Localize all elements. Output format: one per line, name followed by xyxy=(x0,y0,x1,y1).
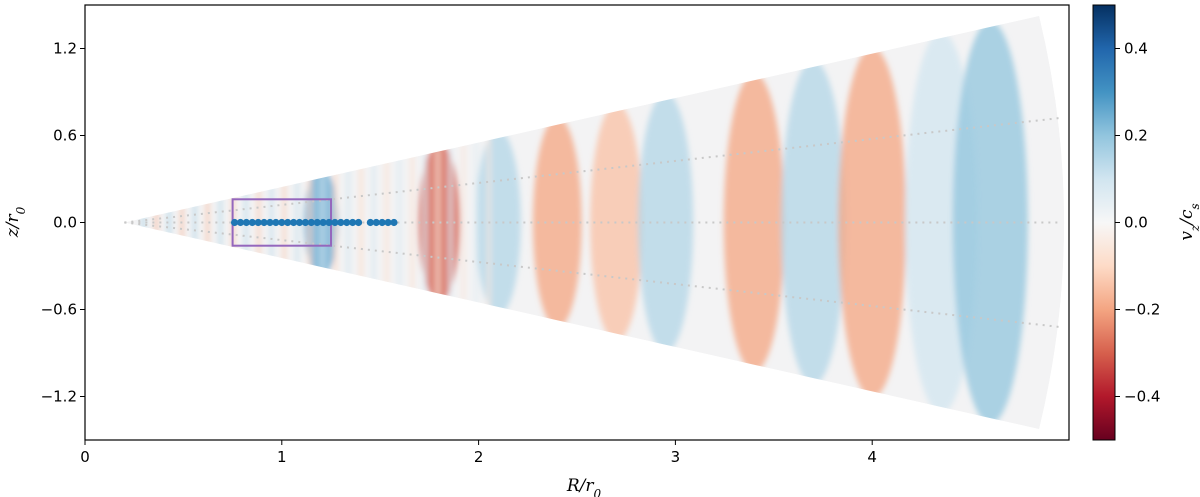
colorbar-label: vz/cs xyxy=(1177,203,1200,240)
x-tick-label: 2 xyxy=(474,448,484,466)
dotted-line-lower xyxy=(124,221,1060,328)
velocity-band xyxy=(637,92,694,353)
x-tick-label: 4 xyxy=(867,448,877,466)
sample-point xyxy=(349,218,357,227)
sample-point xyxy=(254,218,262,227)
sample-point xyxy=(366,218,374,227)
sample-point xyxy=(242,218,250,227)
y-axis-label: z/r0 xyxy=(3,206,28,238)
x-tick-label: 0 xyxy=(80,448,90,466)
colorbar-gradient xyxy=(1092,4,1116,441)
sample-point xyxy=(278,218,286,227)
velocity-striation xyxy=(397,157,401,288)
sample-point xyxy=(325,218,333,227)
sample-point xyxy=(331,218,339,227)
sample-point xyxy=(307,218,315,227)
velocity-band xyxy=(952,21,1028,424)
colorbar: 0.4 0.2 0.0 −0.2 −0.4 vz/cs xyxy=(1092,4,1200,441)
x-axis-label: R/r0 xyxy=(566,476,602,497)
velocity-striation xyxy=(206,200,209,245)
velocity-striation xyxy=(449,146,453,299)
velocity-striation xyxy=(436,149,440,296)
velocity-striation xyxy=(167,208,171,237)
velocity-striation xyxy=(423,151,427,294)
y-tick-label: 1.2 xyxy=(53,40,77,58)
y-tick-label: −0.6 xyxy=(41,301,77,319)
colorbar-tick-label: −0.2 xyxy=(1124,301,1160,319)
sample-point xyxy=(266,218,274,227)
sample-point xyxy=(390,218,398,227)
x-axis-ticks: 0 1 2 3 4 xyxy=(80,440,877,466)
sample-point xyxy=(295,218,304,227)
colorbar-tick-label: 0.2 xyxy=(1124,127,1148,145)
sample-point xyxy=(354,218,363,227)
colorbar-tick-label: 0.0 xyxy=(1124,214,1148,232)
velocity-striation xyxy=(142,214,146,231)
sample-point xyxy=(319,218,327,227)
velocity-band xyxy=(532,116,582,329)
x-tick-label: 3 xyxy=(671,448,681,466)
sample-point xyxy=(248,218,256,227)
velocity-band xyxy=(838,47,907,398)
sample-point xyxy=(301,218,310,227)
sample-point xyxy=(337,218,345,227)
sample-point xyxy=(284,218,292,227)
dotted-line-upper xyxy=(124,117,1060,224)
sample-point xyxy=(230,218,239,227)
sample-point xyxy=(372,218,380,227)
y-axis-ticks: 1.2 0.6 0.0 −0.6 −1.2 xyxy=(41,40,85,406)
colorbar-ticks: 0.4 0.2 0.0 −0.2 −0.4 xyxy=(1115,40,1160,406)
sample-point xyxy=(313,218,321,227)
y-tick-label: 0.6 xyxy=(53,127,77,145)
velocity-striation xyxy=(461,143,465,302)
sample-point xyxy=(236,218,245,227)
sample-point xyxy=(260,218,268,227)
sample-point xyxy=(272,218,280,227)
x-tick-label: 1 xyxy=(277,448,287,466)
velocity-band xyxy=(780,60,846,385)
velocity-band xyxy=(723,73,785,372)
sample-point xyxy=(378,218,386,227)
y-tick-label: −1.2 xyxy=(41,388,77,406)
colorbar-tick-label: 0.4 xyxy=(1124,40,1148,58)
sample-points xyxy=(230,218,398,227)
sample-point xyxy=(384,218,392,227)
velocity-band xyxy=(475,129,521,316)
sample-point xyxy=(290,218,298,227)
colorbar-tick-label: −0.4 xyxy=(1124,388,1160,406)
velocity-striation xyxy=(154,211,158,234)
y-tick-label: 0.0 xyxy=(53,214,77,232)
velocity-striation xyxy=(218,197,222,248)
sample-point xyxy=(343,218,351,227)
